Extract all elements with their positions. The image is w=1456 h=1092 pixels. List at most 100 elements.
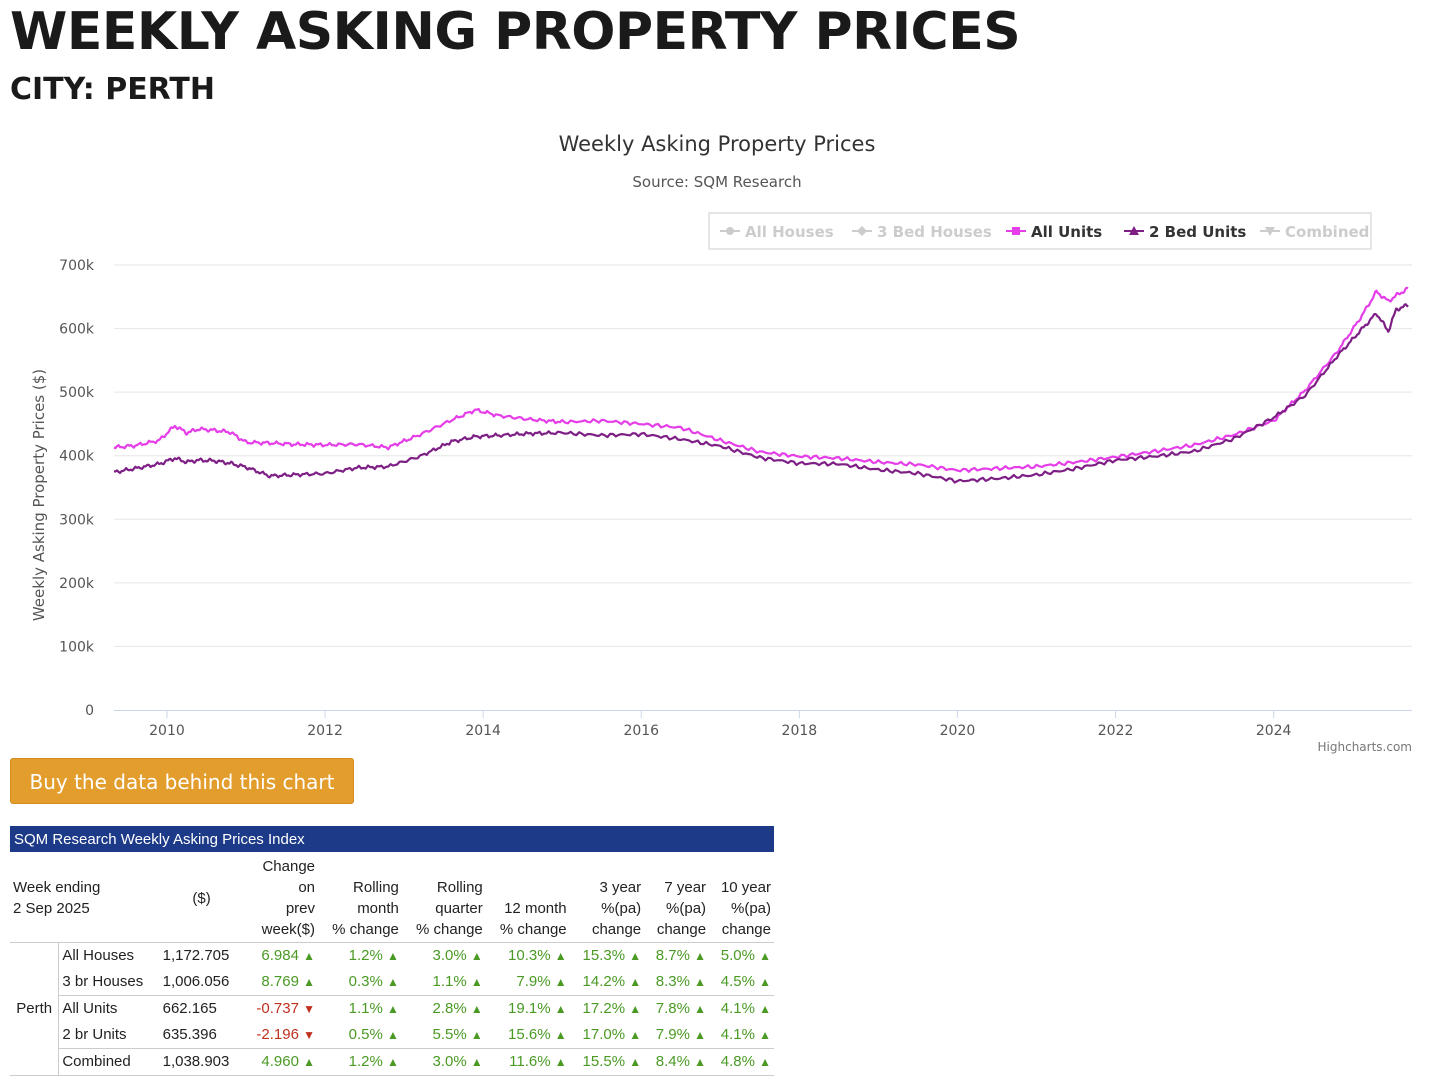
city-cell: Perth <box>10 942 60 1076</box>
buy-data-button[interactable]: Buy the data behind this chart <box>10 758 354 804</box>
triangle-up-icon: ▲ <box>694 1055 707 1069</box>
triangle-down-icon: ▼ <box>303 1028 316 1042</box>
row-twelve: 10.3% ▲ <box>508 947 567 964</box>
legend-marker-triangle-down <box>1265 227 1275 236</box>
row-quarter: 3.0% ▲ <box>432 947 483 964</box>
month-header: Rolling month% change <box>318 852 402 943</box>
row-price: 1,038.903 <box>159 1048 244 1076</box>
week-label: Week ending <box>13 879 101 896</box>
x-tick-label: 2012 <box>307 723 343 739</box>
triangle-up-icon: ▲ <box>303 975 316 989</box>
row-three: 17.0% ▲ <box>569 1022 645 1049</box>
row-label: All Houses <box>62 947 135 964</box>
row-quarter: 1.1% ▲ <box>401 969 486 996</box>
row-change: -2.196 ▼ <box>243 1022 319 1049</box>
series-line-2-bed-units[interactable] <box>113 303 1409 484</box>
triangle-up-icon: ▲ <box>759 1028 771 1042</box>
triangle-up-icon: ▲ <box>387 975 399 989</box>
triangle-up-icon: ▲ <box>470 949 483 963</box>
row-twelve: 15.6% ▲ <box>485 1022 570 1049</box>
row-twelve: 11.6% ▲ <box>485 1048 570 1076</box>
table-row: 3 br Houses 1,006.056 8.769 ▲ 0.3% ▲ 1.1% ▲ 7… <box>10 969 774 996</box>
row-price: 1,172.705 <box>162 947 230 964</box>
table-row: All Units 662.165 -0.737 ▼ 1.1% ▲ 2.8% ▲ 19.1… <box>10 996 774 1023</box>
legend-item-combined[interactable]: Combined <box>1260 223 1369 241</box>
y-tick-label: 200k <box>59 576 95 592</box>
y-axis-title: Weekly Asking Property Prices ($) <box>30 369 48 621</box>
index-table: SQM Research Weekly Asking Prices Index … <box>10 826 774 1076</box>
row-ten: 5.0% ▲ <box>720 947 771 964</box>
row-twelve: 7.9% ▲ <box>485 969 570 996</box>
week-header: Week ending 2 Sep 2025 <box>10 852 160 943</box>
row-month: 1.1% ▲ <box>348 1000 399 1017</box>
triangle-up-icon: ▲ <box>694 1002 707 1016</box>
row-seven: 7.9% ▲ <box>644 1022 710 1049</box>
seven-year-header: 7 year %(pa) change <box>644 852 710 943</box>
legend-label: All Units <box>1031 223 1102 241</box>
triangle-up-icon: ▲ <box>759 1002 771 1016</box>
row-price: 1,006.056 <box>159 969 244 996</box>
table-body: Perth All Houses 1,172.705 6.984 ▲ 1.2% ▲ 3.0… <box>10 942 774 1076</box>
city-title: CITY: PERTH <box>10 72 216 107</box>
x-tick-label: 2016 <box>623 723 659 739</box>
legend-marker-diamond <box>857 226 867 236</box>
triangle-down-icon: ▼ <box>303 1002 316 1016</box>
triangle-up-icon: ▲ <box>629 1002 642 1016</box>
table-row: 2 br Units 635.396 -2.196 ▼ 0.5% ▲ 5.5% ▲ 15.… <box>10 1022 774 1049</box>
triangle-up-icon: ▲ <box>554 949 567 963</box>
row-quarter: 2.8% ▲ <box>432 1000 483 1017</box>
legend-label: All Houses <box>745 223 834 241</box>
legend-item-2-bed-units[interactable]: 2 Bed Units <box>1124 223 1246 241</box>
ten-year-header: 10 year %(pa) change <box>709 852 774 943</box>
legend-marker-circle <box>726 227 734 235</box>
triangle-up-icon: ▲ <box>387 1055 399 1069</box>
triangle-up-icon: ▲ <box>387 1028 399 1042</box>
table-caption: SQM Research Weekly Asking Prices Index <box>10 826 774 852</box>
row-change: 6.984 ▲ <box>261 947 316 964</box>
row-month: 0.3% ▲ <box>318 969 402 996</box>
triangle-up-icon: ▲ <box>554 1055 567 1069</box>
row-label: 3 br Houses <box>58 969 160 996</box>
row-month: 1.2% ▲ <box>348 947 399 964</box>
x-tick-label: 2014 <box>465 723 501 739</box>
row-label: 2 br Units <box>58 1022 160 1049</box>
triangle-up-icon: ▲ <box>629 1055 642 1069</box>
row-seven: 7.8% ▲ <box>655 1000 707 1017</box>
y-tick-label: 100k <box>59 639 95 655</box>
row-label: All Units <box>62 1000 118 1017</box>
row-three: 15.5% ▲ <box>569 1048 645 1076</box>
legend-label: 2 Bed Units <box>1149 223 1246 241</box>
y-tick-label: 300k <box>59 512 95 528</box>
triangle-up-icon: ▲ <box>759 975 771 989</box>
triangle-up-icon: ▲ <box>470 1028 483 1042</box>
table-row: Perth All Houses 1,172.705 6.984 ▲ 1.2% ▲ 3.0… <box>10 942 774 1076</box>
legend-item-all-houses[interactable]: All Houses <box>720 223 834 241</box>
row-three: 17.2% ▲ <box>582 1000 642 1017</box>
x-tick-label: 2022 <box>1098 723 1134 739</box>
triangle-up-icon: ▲ <box>387 1002 399 1016</box>
x-tick-label: 2010 <box>149 723 185 739</box>
legend-item-all-units[interactable]: All Units <box>1006 223 1102 241</box>
chart-credit[interactable]: Highcharts.com <box>1318 740 1412 754</box>
y-tick-label: 600k <box>59 322 95 338</box>
row-month: 0.5% ▲ <box>318 1022 402 1049</box>
triangle-up-icon: ▲ <box>629 949 642 963</box>
change-header: Change on prev week($) <box>243 852 319 943</box>
chart-title: Weekly Asking Property Prices <box>559 132 876 156</box>
triangle-up-icon: ▲ <box>554 975 567 989</box>
triangle-up-icon: ▲ <box>694 949 707 963</box>
row-quarter: 3.0% ▲ <box>401 1048 486 1076</box>
twelve-month-header: 12 month% change <box>485 852 570 943</box>
triangle-up-icon: ▲ <box>629 1028 642 1042</box>
row-ten: 4.1% ▲ <box>709 1022 774 1049</box>
y-tick-label: 400k <box>59 449 95 465</box>
triangle-up-icon: ▲ <box>554 1002 567 1016</box>
week-date: 2 Sep 2025 <box>13 900 90 917</box>
y-tick-label: 500k <box>59 385 95 401</box>
legend-item-3-bed-houses[interactable]: 3 Bed Houses <box>852 223 992 241</box>
page-title: WEEKLY ASKING PROPERTY PRICES <box>10 2 1021 62</box>
legend-label: Combined <box>1285 223 1369 241</box>
row-change: 8.769 ▲ <box>243 969 319 996</box>
triangle-up-icon: ▲ <box>470 1055 483 1069</box>
price-header: ($) <box>159 852 244 943</box>
